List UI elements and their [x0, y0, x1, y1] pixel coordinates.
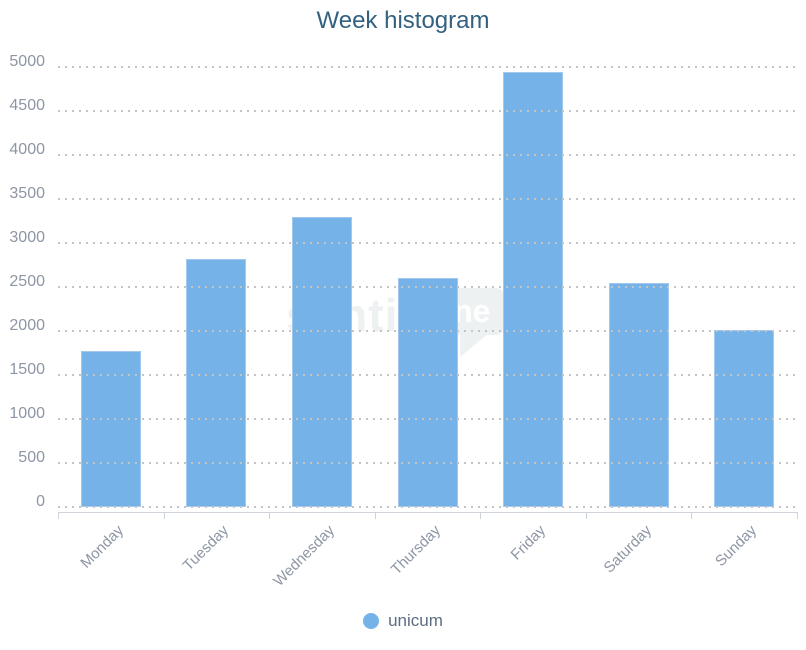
gridline-3000 [58, 242, 797, 244]
gridline-1500 [58, 374, 797, 376]
bar-thursday[interactable] [398, 278, 458, 507]
bar-monday[interactable] [81, 351, 141, 507]
x-axis-tick [480, 512, 481, 519]
gridline-2500 [58, 286, 797, 288]
chart-title: Week histogram [316, 7, 490, 34]
legend-label: unicum [388, 611, 443, 630]
y-axis-label-4500: 4500 [9, 97, 45, 114]
x-axis-line [58, 512, 797, 513]
gridline-500 [58, 462, 797, 464]
gridline-0 [58, 506, 797, 508]
y-axis-label-2500: 2500 [9, 273, 45, 290]
y-axis-label-4000: 4000 [9, 141, 45, 158]
gridline-4500 [58, 110, 797, 112]
y-axis-label-5000: 5000 [9, 53, 45, 70]
y-axis-label-500: 500 [18, 449, 45, 466]
bar-wednesday[interactable] [292, 217, 352, 507]
gridline-3500 [58, 198, 797, 200]
gridline-2000 [58, 330, 797, 332]
y-axis-label-1000: 1000 [9, 405, 45, 422]
x-axis-tick [691, 512, 692, 519]
y-axis-label-2000: 2000 [9, 317, 45, 334]
watermark-speech-tail-icon [460, 334, 488, 357]
bar-tuesday[interactable] [186, 259, 246, 507]
y-axis-label-3500: 3500 [9, 185, 45, 202]
legend-item-unicum[interactable]: unicum [0, 611, 806, 631]
bar-saturday[interactable] [609, 283, 669, 507]
y-axis-label-0: 0 [36, 493, 45, 510]
y-axis-label-3000: 3000 [9, 229, 45, 246]
bar-friday[interactable] [503, 72, 563, 507]
x-axis-tick [164, 512, 165, 519]
y-axis-label-1500: 1500 [9, 361, 45, 378]
x-axis-tick [797, 512, 798, 519]
x-axis-tick [375, 512, 376, 519]
x-axis-tick [58, 512, 59, 519]
x-axis-tick [269, 512, 270, 519]
legend-marker-circle-icon [363, 613, 380, 629]
gridline-4000 [58, 154, 797, 156]
x-axis-tick [586, 512, 587, 519]
gridline-5000 [58, 66, 797, 68]
gridline-1000 [58, 418, 797, 420]
